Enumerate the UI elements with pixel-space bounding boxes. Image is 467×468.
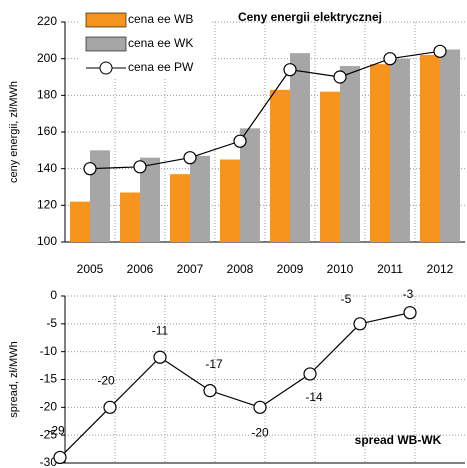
line-marker <box>83 162 97 176</box>
bar <box>90 150 110 242</box>
y-tick-label: -10 <box>40 344 58 358</box>
line-marker <box>203 384 217 398</box>
bar <box>440 49 460 242</box>
bar <box>70 201 90 242</box>
x-tick-label: 2007 <box>177 262 204 276</box>
bar <box>390 58 410 242</box>
y-tick-label: -15 <box>40 372 58 386</box>
line-marker <box>253 400 267 414</box>
y-tick-label: 220 <box>37 14 57 28</box>
legend-swatch <box>85 12 127 28</box>
line <box>89 50 441 170</box>
data-label: -5 <box>341 292 352 306</box>
y-tick-label: -20 <box>40 400 58 414</box>
legend-marker <box>99 61 113 75</box>
chart-title: spread WB-WK <box>355 433 442 447</box>
y-tick-label: 0 <box>50 288 57 302</box>
bar <box>340 66 360 242</box>
bar <box>170 174 190 242</box>
data-label: -20 <box>251 426 269 440</box>
line-marker <box>53 450 67 465</box>
bar <box>140 157 160 242</box>
legend-label: cena ee WB <box>128 12 193 26</box>
data-label: -29 <box>47 424 65 438</box>
y-tick-label: 100 <box>37 234 57 248</box>
bar <box>240 128 260 242</box>
x-tick-label: 2008 <box>227 262 254 276</box>
y-tick-label: -25 <box>40 427 58 441</box>
bar <box>220 159 240 242</box>
line-marker <box>153 350 167 364</box>
data-label: -17 <box>205 357 223 371</box>
x-tick-label: 2011 <box>377 262 403 276</box>
line-marker <box>233 134 247 148</box>
legend-label: cena ee PW <box>128 60 194 74</box>
line-marker <box>103 400 117 414</box>
x-tick-label: 2006 <box>127 262 154 276</box>
data-label: -20 <box>97 374 115 388</box>
bar <box>120 192 140 242</box>
legend-label: cena ee WK <box>128 36 193 50</box>
data-label: -11 <box>152 323 169 337</box>
legend-swatch <box>85 36 127 52</box>
line <box>59 312 411 458</box>
bar <box>420 55 440 242</box>
y-tick-label: 180 <box>37 88 57 102</box>
chart-title: Ceny energii elektrycznej <box>238 10 382 24</box>
y-axis-label: ceny energii, zł/MWh <box>8 81 20 183</box>
x-tick-label: 2012 <box>427 262 454 276</box>
bar <box>370 64 390 243</box>
bar <box>190 155 210 242</box>
bar <box>270 89 290 242</box>
line-marker <box>353 317 367 331</box>
x-tick-label: 2010 <box>327 262 354 276</box>
line-marker <box>133 160 147 174</box>
y-tick-label: 120 <box>37 198 57 212</box>
line-marker <box>183 151 197 165</box>
data-label: -14 <box>305 390 323 404</box>
bar <box>290 53 310 242</box>
y-tick-label: 140 <box>37 161 57 175</box>
data-label: -3 <box>403 287 414 301</box>
x-tick-label: 2005 <box>77 262 104 276</box>
line-marker <box>383 52 397 66</box>
y-tick-label: 160 <box>37 124 57 138</box>
y-tick-label: -30 <box>40 455 58 468</box>
bar <box>320 91 340 243</box>
line-marker <box>283 63 297 77</box>
y-tick-label: 200 <box>37 51 57 65</box>
line-marker <box>333 70 347 84</box>
y-tick-label: -5 <box>46 316 57 330</box>
y-axis-label: spread, zł/MWh <box>8 341 20 417</box>
line-marker <box>403 306 417 320</box>
x-tick-label: 2009 <box>277 262 304 276</box>
line-marker <box>303 367 317 381</box>
line-marker <box>433 44 447 58</box>
